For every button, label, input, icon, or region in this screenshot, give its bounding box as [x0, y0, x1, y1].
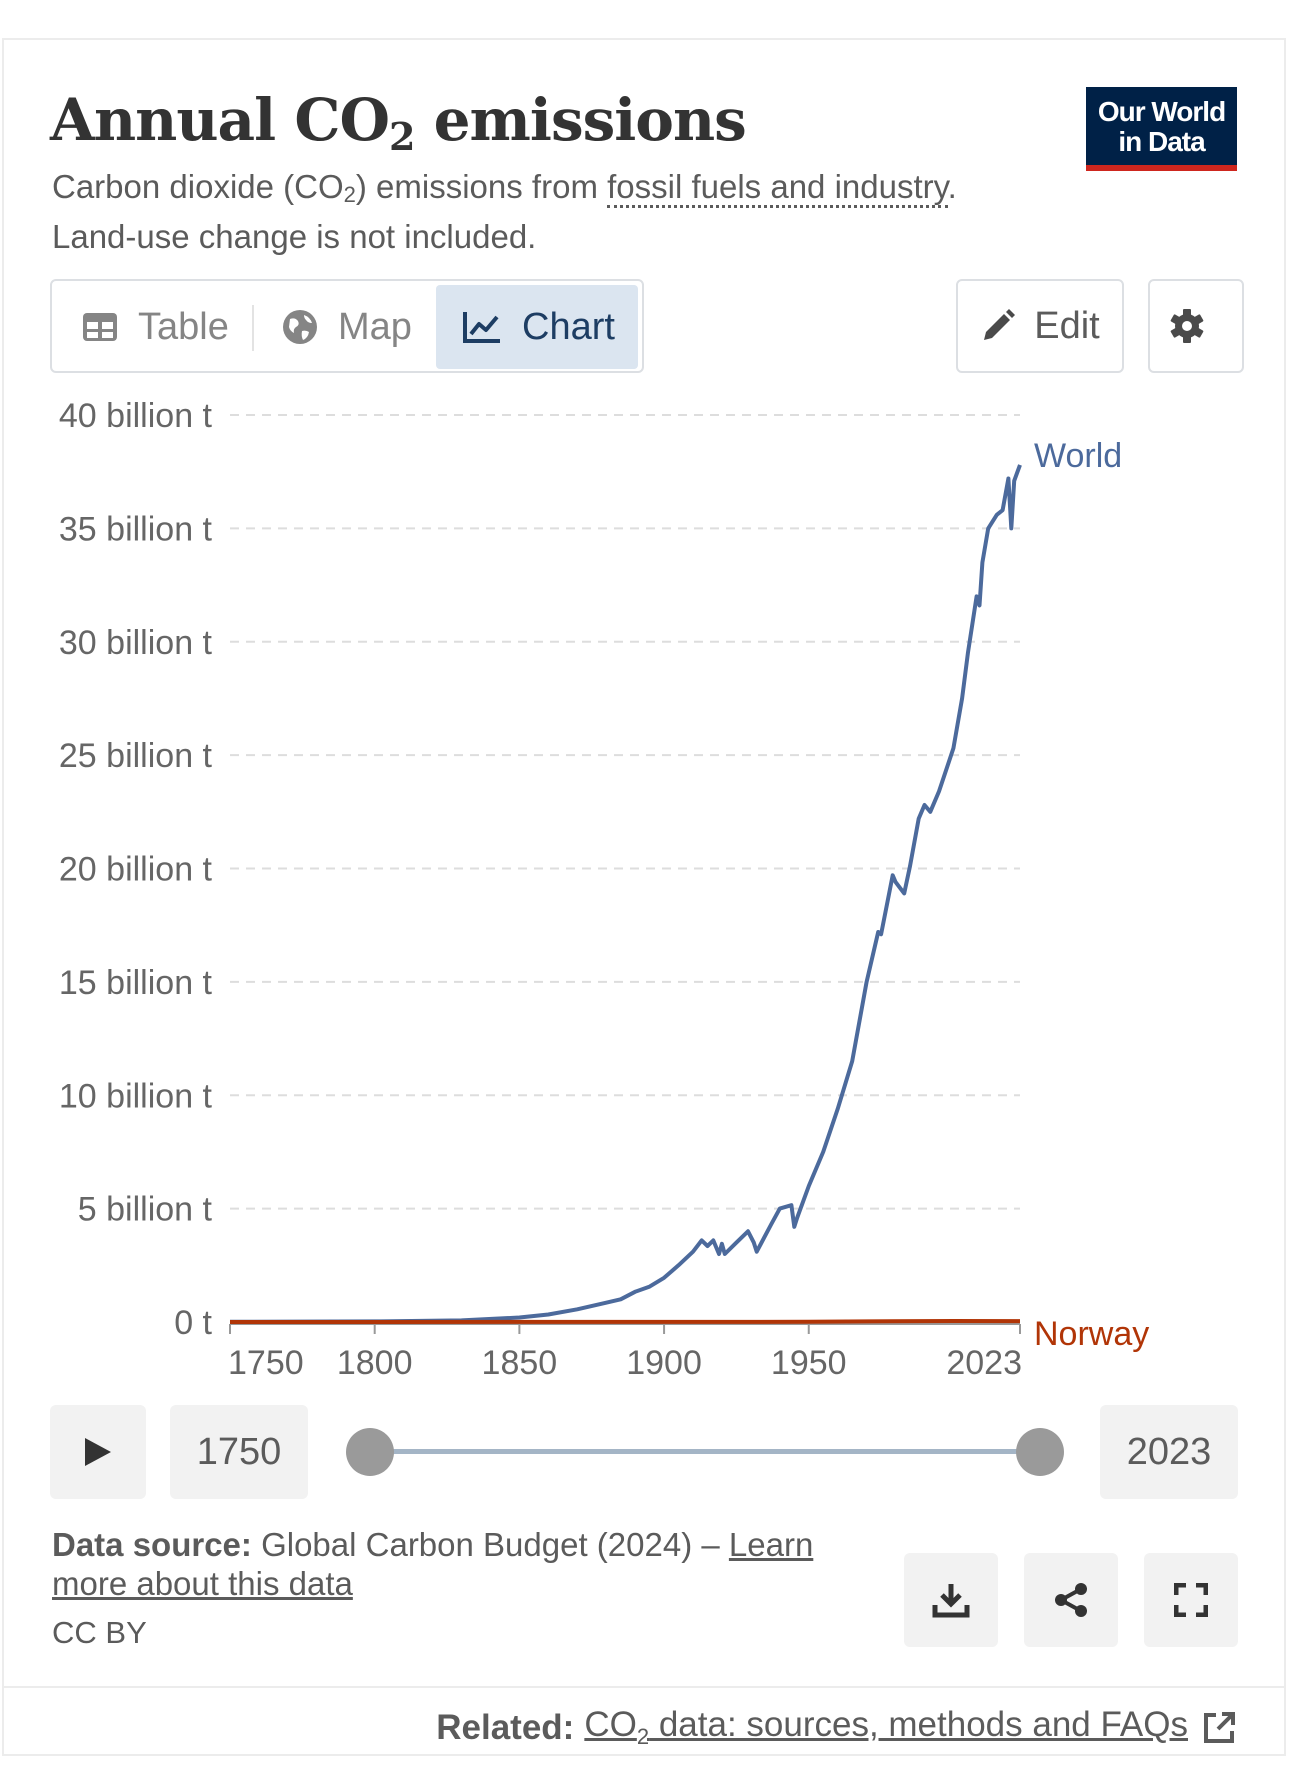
x-tick-label: 1900 [626, 1344, 702, 1380]
tab-table[interactable]: Table [56, 285, 248, 369]
y-tick-label: 20 billion t [59, 851, 213, 889]
related-link[interactable]: CO2 data: sources, methods and FAQs [584, 1705, 1188, 1749]
table-icon [83, 313, 117, 341]
play-icon [85, 1438, 111, 1466]
fullscreen-icon [1174, 1583, 1208, 1617]
x-tick-label: 1850 [482, 1344, 558, 1380]
edit-label: Edit [1034, 304, 1100, 347]
page-title: Annual CO2 emissions [50, 86, 747, 159]
y-tick-label: 25 billion t [59, 737, 213, 775]
tab-chart[interactable]: Chart [436, 285, 638, 369]
x-tick-label: 1750 [228, 1344, 304, 1380]
edit-button[interactable]: Edit [956, 279, 1124, 373]
y-tick-label: 40 billion t [59, 397, 213, 435]
x-tick-label: 1800 [337, 1344, 413, 1380]
view-tabs: Table Map Chart [50, 279, 644, 373]
owid-logo[interactable]: Our World in Data [1086, 87, 1237, 171]
line-chart-icon [463, 312, 500, 343]
license-label: CC BY [52, 1615, 147, 1650]
globe-icon [283, 310, 317, 344]
play-button[interactable] [50, 1405, 146, 1499]
y-tick-label: 15 billion t [59, 964, 213, 1002]
y-tick-label: 30 billion t [59, 624, 213, 662]
y-tick-label: 5 billion t [78, 1191, 213, 1229]
settings-button[interactable] [1148, 279, 1244, 373]
chart-subtitle: Carbon dioxide (CO2) emissions from foss… [52, 168, 957, 255]
footer-divider [4, 1686, 1284, 1688]
end-year-label[interactable]: 2023 [1100, 1405, 1238, 1499]
related-link-row: Related: CO2 data: sources, methods and … [436, 1705, 1236, 1750]
series-label-world[interactable]: World [1034, 437, 1122, 475]
x-tick-label: 1950 [771, 1344, 847, 1380]
series-line-world[interactable] [229, 464, 1022, 1324]
timeline-end-handle[interactable] [1016, 1428, 1064, 1476]
tab-divider [252, 305, 254, 351]
tab-map-label: Map [338, 305, 412, 348]
tab-table-label: Table [138, 305, 229, 348]
share-button[interactable] [1024, 1553, 1118, 1647]
y-tick-label: 0 t [174, 1304, 212, 1342]
series-line-norway[interactable] [229, 1319, 1021, 1324]
fossil-fuels-definition-link[interactable]: fossil fuels and industry [607, 168, 948, 208]
data-source-text: Data source: Global Carbon Budget (2024)… [52, 1526, 814, 1602]
pencil-icon [984, 309, 1016, 340]
download-icon [932, 1584, 970, 1618]
y-tick-label: 35 billion t [59, 510, 213, 548]
x-tick-label: 2023 [946, 1344, 1022, 1380]
external-link-icon [1204, 1711, 1235, 1743]
learn-more-link[interactable]: Learn more about this data [52, 1526, 814, 1602]
tab-chart-label: Chart [522, 305, 615, 348]
timeline-track[interactable] [370, 1449, 1040, 1454]
series-label-norway[interactable]: Norway [1034, 1315, 1149, 1353]
timeline-start-handle[interactable] [346, 1428, 394, 1476]
fullscreen-button[interactable] [1144, 1553, 1238, 1647]
start-year-label[interactable]: 1750 [170, 1405, 308, 1499]
y-tick-label: 10 billion t [59, 1077, 213, 1115]
gear-icon [1170, 309, 1204, 343]
tab-map[interactable]: Map [256, 285, 426, 369]
line-chart: 0 t 5 billion t 10 billion t 15 billion t 20… [59, 397, 1149, 1380]
download-button[interactable] [904, 1553, 998, 1647]
share-icon [1055, 1583, 1087, 1617]
